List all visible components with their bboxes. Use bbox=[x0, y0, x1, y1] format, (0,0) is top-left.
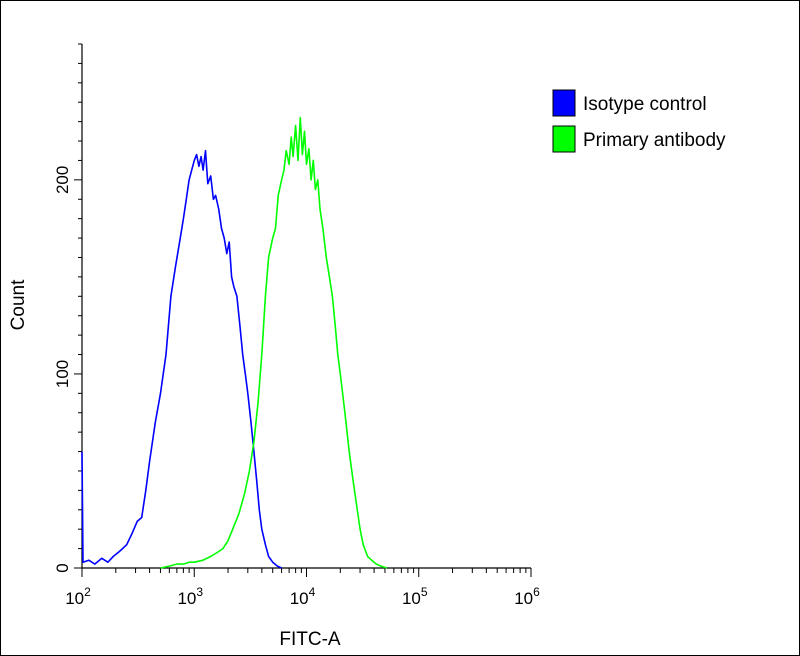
x-tick-base: 10 bbox=[177, 589, 196, 608]
x-tick-exponent: 3 bbox=[196, 585, 203, 599]
y-axis-label: Count bbox=[8, 279, 29, 330]
x-tick-label: 104 bbox=[290, 585, 316, 608]
legend-label: Primary antibody bbox=[583, 130, 726, 151]
series-line-isotype-control bbox=[81, 149, 282, 569]
legend-swatch bbox=[552, 89, 576, 117]
legend-swatch bbox=[552, 125, 576, 153]
legend-label: Isotype control bbox=[583, 94, 707, 115]
series-line-primary-antibody bbox=[160, 116, 388, 569]
legend: Isotype control Primary antibody bbox=[552, 89, 726, 153]
x-tick-exponent: 5 bbox=[421, 585, 428, 599]
y-tick-label: 200 bbox=[53, 166, 72, 194]
y-tick-label: 0 bbox=[53, 563, 72, 572]
x-tick-label: 105 bbox=[402, 585, 428, 608]
x-tick-exponent: 6 bbox=[533, 585, 540, 599]
x-tick-label: 106 bbox=[514, 585, 540, 608]
x-tick-base: 10 bbox=[514, 589, 533, 608]
x-tick-exponent: 2 bbox=[84, 585, 91, 599]
x-tick-exponent: 4 bbox=[309, 585, 316, 599]
x-tick-label: 103 bbox=[177, 585, 203, 608]
x-tick-base: 10 bbox=[402, 589, 421, 608]
x-tick-label: 102 bbox=[65, 585, 91, 608]
x-tick-base: 10 bbox=[65, 589, 84, 608]
x-tick-base: 10 bbox=[290, 589, 309, 608]
series-layer bbox=[81, 116, 388, 569]
x-axis-label: FITC-A bbox=[279, 629, 341, 650]
y-tick-label: 100 bbox=[53, 360, 72, 388]
